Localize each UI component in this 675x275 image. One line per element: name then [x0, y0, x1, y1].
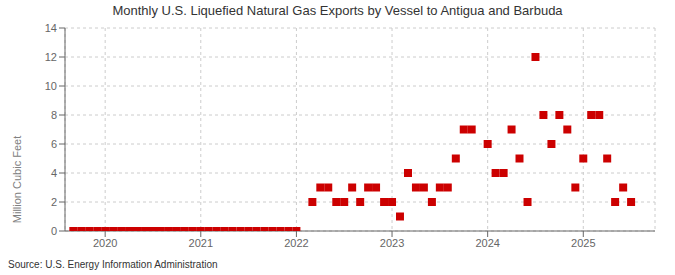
- svg-text:4: 4: [51, 167, 57, 179]
- svg-text:12: 12: [45, 51, 57, 63]
- svg-text:2021: 2021: [189, 237, 213, 249]
- svg-text:0: 0: [51, 225, 57, 237]
- svg-text:2022: 2022: [284, 237, 308, 249]
- svg-text:2025: 2025: [571, 237, 595, 249]
- svg-text:10: 10: [45, 80, 57, 92]
- svg-text:2024: 2024: [475, 237, 499, 249]
- html-text:Monthly U.S. Liquefied Natural: Monthly U.S. Liquefied Natural Gas Expor…: [112, 3, 563, 18]
- svg-text:2020: 2020: [93, 237, 117, 249]
- svg-text:Million Cubic Feet: Million Cubic Feet: [11, 136, 23, 223]
- svg-text:14: 14: [45, 22, 57, 34]
- svg-text:6: 6: [51, 138, 57, 150]
- html-text:Source: U.S. Energy Informatio: Source: U.S. Energy Information Administ…: [8, 259, 218, 270]
- svg-text:8: 8: [51, 109, 57, 121]
- svg-text:2023: 2023: [380, 237, 404, 249]
- svg-text:2: 2: [51, 196, 57, 208]
